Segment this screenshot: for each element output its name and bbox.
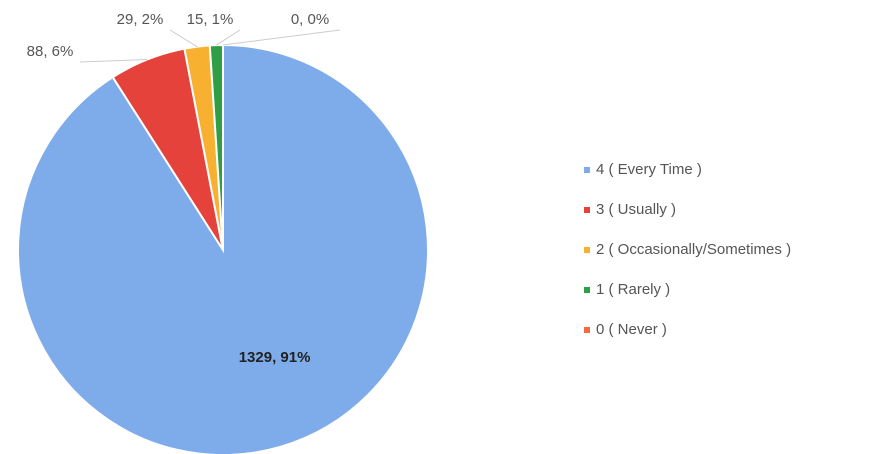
data-label: 0, 0% xyxy=(291,11,329,28)
legend-label: 2 ( Occasionally/Sometimes ) xyxy=(596,241,791,258)
legend-label: 3 ( Usually ) xyxy=(596,201,676,218)
legend-swatch xyxy=(584,327,590,333)
legend-label: 4 ( Every Time ) xyxy=(596,161,702,178)
leader-line xyxy=(79,59,148,63)
data-label: 15, 1% xyxy=(187,11,234,28)
leader-line xyxy=(222,29,341,46)
legend-label: 1 ( Rarely ) xyxy=(596,281,670,298)
leader-line xyxy=(169,29,198,48)
data-label: 1329, 91% xyxy=(239,349,311,366)
data-label: 29, 2% xyxy=(117,11,164,28)
legend-swatch xyxy=(584,167,590,173)
legend-label: 0 ( Never ) xyxy=(596,321,667,338)
leader-line xyxy=(216,29,241,46)
data-label: 88, 6% xyxy=(27,43,74,60)
legend-swatch xyxy=(584,207,590,213)
legend-swatch xyxy=(584,247,590,253)
legend-swatch xyxy=(584,287,590,293)
